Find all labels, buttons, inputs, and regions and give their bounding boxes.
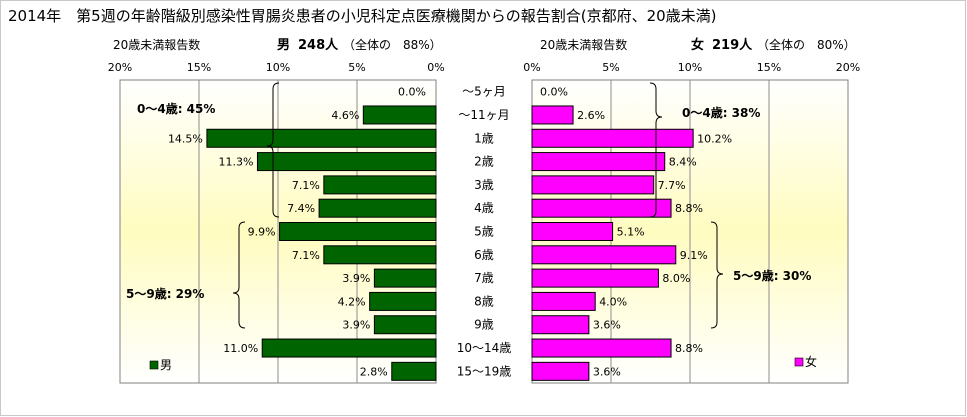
female-header-name: 女 <box>691 37 704 53</box>
male-header-prefix: 20歳未満報告数 <box>113 37 200 52</box>
male-bar <box>318 198 437 218</box>
category-label: ～5ヶ月 <box>462 85 506 99</box>
female-value-label: 9.1% <box>680 249 708 262</box>
female-group-5-9-label: 5～9歳: 30% <box>733 268 811 283</box>
category-label: 2歳 <box>474 155 494 169</box>
male-bar <box>256 152 437 172</box>
male-value-label: 9.9% <box>248 226 276 239</box>
female-5-9-brace <box>710 221 724 329</box>
male-legend-label: 男 <box>160 358 172 372</box>
male-0-4-brace <box>266 82 280 218</box>
female-legend-swatch <box>794 357 804 367</box>
female-value-label: 5.1% <box>617 226 645 239</box>
male-bar <box>391 361 437 381</box>
male-bar <box>323 245 437 265</box>
male-bar <box>261 338 437 358</box>
female-tick-label: 20% <box>836 61 860 74</box>
female-bar <box>531 315 590 335</box>
male-value-label: 14.5% <box>168 132 203 145</box>
male-tick-label: 0% <box>427 61 444 74</box>
male-header-count: 248人 <box>298 37 339 53</box>
male-value-label: 3.9% <box>342 272 370 285</box>
female-header-count: 219人 <box>712 37 753 53</box>
category-label: 3歳 <box>474 178 494 192</box>
female-tick-label: 5% <box>602 61 619 74</box>
female-tick-label: 0% <box>523 61 540 74</box>
male-header-name: 男 <box>277 38 290 53</box>
category-label: 6歳 <box>474 248 494 262</box>
female-value-label: 8.8% <box>675 202 703 215</box>
male-bar <box>323 175 437 195</box>
male-bar <box>369 291 437 311</box>
male-bar <box>206 128 437 148</box>
male-value-label: 4.2% <box>338 295 366 308</box>
category-label: 10～14歳 <box>457 341 512 355</box>
male-legend-swatch <box>149 360 159 370</box>
category-label: 7歳 <box>474 271 494 285</box>
male-tick-label: 5% <box>348 61 365 74</box>
female-group-0-4-label: 0～4歳: 38% <box>682 105 760 120</box>
female-value-label: 3.6% <box>593 319 621 332</box>
female-legend-label: 女 <box>805 354 817 369</box>
female-value-label: 7.7% <box>658 179 686 192</box>
category-label: 4歳 <box>474 201 494 215</box>
category-label: 5歳 <box>474 225 494 239</box>
male-group-0-4-label: 0～4歳: 45% <box>137 101 215 116</box>
male-bar <box>373 268 437 288</box>
female-value-label: 8.4% <box>669 156 697 169</box>
female-0-4-brace <box>649 82 663 218</box>
female-value-label: 8.0% <box>662 272 690 285</box>
female-value-label: 3.6% <box>593 365 621 378</box>
chart-title: 2014年 第5週の年齢階級別感染性胃腸炎患者の小児科定点医療機関からの報告割合… <box>8 7 717 25</box>
female-header-share: （全体の 80%） <box>757 37 856 52</box>
category-label: 15～19歳 <box>457 364 512 378</box>
female-bar <box>531 291 596 311</box>
female-bar <box>531 175 655 195</box>
category-label: 1歳 <box>474 131 494 145</box>
male-value-label: 11.0% <box>223 342 258 355</box>
female-bar <box>531 152 666 172</box>
category-label: 8歳 <box>474 294 494 308</box>
male-bar <box>279 222 437 241</box>
female-header-prefix: 20歳未満報告数 <box>540 37 627 52</box>
female-bar <box>531 198 672 218</box>
male-bar <box>373 315 437 335</box>
female-value-label: 10.2% <box>697 132 732 145</box>
female-bar <box>531 222 614 241</box>
male-value-label: 7.1% <box>292 179 320 192</box>
female-value-label: 8.8% <box>675 342 703 355</box>
female-bar <box>531 268 659 288</box>
male-value-label: 0.0% <box>398 86 426 99</box>
category-label: ～11ヶ月 <box>458 108 509 122</box>
female-tick-label: 15% <box>757 61 781 74</box>
male-value-label: 7.1% <box>292 249 320 262</box>
female-value-label: 4.0% <box>599 295 627 308</box>
male-tick-label: 10% <box>266 61 290 74</box>
male-group-5-9-label: 5～9歳: 29% <box>126 286 204 301</box>
male-bar <box>362 105 437 125</box>
male-tick-label: 20% <box>108 61 132 74</box>
category-label: 9歳 <box>474 318 494 332</box>
male-value-label: 3.9% <box>342 319 370 332</box>
male-header-share: （全体の 88%） <box>343 37 442 52</box>
male-5-9-brace <box>232 221 246 329</box>
male-value-label: 2.8% <box>360 365 388 378</box>
male-value-label: 7.4% <box>287 202 315 215</box>
female-bar <box>531 245 677 265</box>
male-tick-label: 15% <box>187 61 211 74</box>
female-bar <box>531 361 590 381</box>
male-value-label: 11.3% <box>219 156 254 169</box>
female-bar <box>531 105 574 125</box>
male-value-label: 4.6% <box>331 109 359 122</box>
female-value-label: 0.0% <box>540 86 568 99</box>
female-value-label: 2.6% <box>577 109 605 122</box>
female-tick-label: 10% <box>678 61 702 74</box>
female-bar <box>531 338 672 358</box>
female-bar <box>531 128 694 148</box>
